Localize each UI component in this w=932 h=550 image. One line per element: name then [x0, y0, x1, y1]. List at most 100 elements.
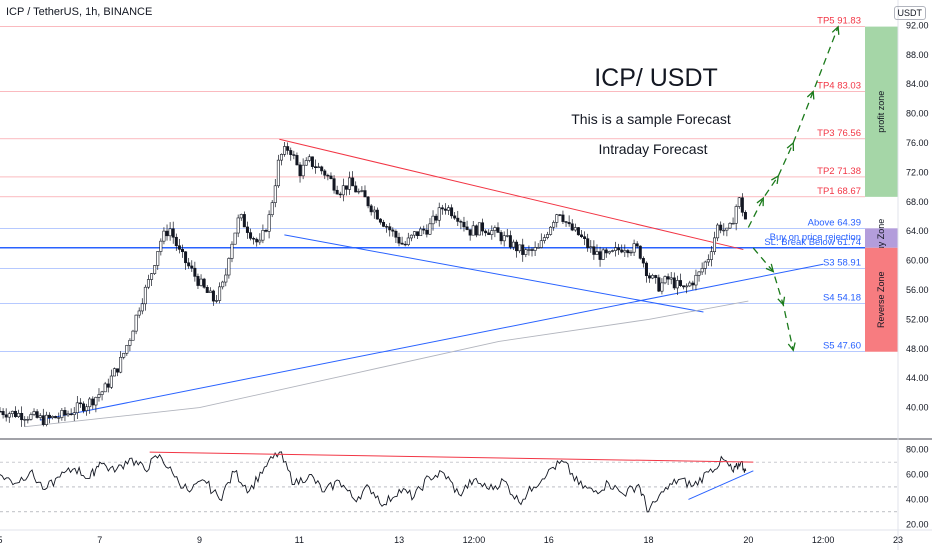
- candle: [722, 229, 726, 232]
- candle: [508, 235, 512, 248]
- candle: [515, 241, 519, 252]
- candle: [261, 230, 265, 241]
- candle: [360, 190, 364, 192]
- candle: [211, 290, 215, 302]
- candle: [406, 237, 410, 246]
- x-tick-label: 7: [97, 535, 102, 545]
- candle: [313, 166, 317, 169]
- candle: [638, 245, 642, 259]
- candle: [286, 146, 290, 151]
- trendline-resistance: [279, 138, 744, 251]
- forecast-down-arrow-head: [765, 263, 775, 273]
- candle: [264, 230, 268, 232]
- candle: [348, 177, 352, 190]
- y-tick-label: 92.00: [906, 20, 929, 30]
- candle: [388, 226, 392, 231]
- zone-label: Buy Zone: [876, 219, 886, 258]
- candle: [236, 217, 240, 234]
- candle: [595, 251, 599, 255]
- candle: [626, 250, 630, 254]
- candle: [558, 214, 562, 216]
- candle: [298, 164, 302, 177]
- chart-title: ICP/ USDT: [594, 64, 718, 92]
- candle: [592, 246, 596, 255]
- trendline-lower-channel: [284, 234, 704, 313]
- candle: [341, 185, 345, 196]
- candle: [672, 277, 676, 289]
- candle: [252, 238, 256, 240]
- candle: [623, 250, 627, 253]
- candle: [654, 275, 658, 278]
- rsi-line: [0, 451, 747, 513]
- candle: [542, 237, 546, 241]
- candle: [150, 273, 154, 280]
- candle: [82, 403, 86, 411]
- candle: [131, 330, 135, 341]
- candle: [35, 411, 39, 418]
- candle: [527, 249, 531, 251]
- candle: [171, 228, 175, 238]
- candle: [536, 247, 540, 249]
- candle: [63, 410, 67, 416]
- candle: [165, 230, 169, 237]
- candle: [317, 166, 321, 169]
- x-tick-label: 13: [394, 535, 404, 545]
- candle: [205, 287, 209, 293]
- candle: [502, 235, 506, 242]
- candle: [465, 226, 469, 230]
- candle: [289, 150, 293, 155]
- candle: [561, 214, 565, 222]
- currency-button[interactable]: USDT: [893, 6, 926, 20]
- y-tick-label: 80.00: [906, 109, 929, 119]
- candle: [511, 241, 515, 248]
- candle: [29, 414, 33, 420]
- candle: [51, 416, 55, 418]
- candle: [338, 193, 342, 196]
- candle: [422, 228, 426, 231]
- candle: [617, 247, 621, 251]
- candle: [196, 276, 200, 286]
- trendline-moving-average: [24, 300, 749, 428]
- candle: [691, 282, 695, 286]
- candle: [140, 303, 144, 312]
- candle: [116, 368, 120, 373]
- candle: [168, 228, 172, 237]
- forecast-down-arrow-head: [787, 342, 796, 352]
- candle: [47, 414, 51, 418]
- candle: [734, 206, 738, 224]
- candle: [629, 251, 633, 254]
- candle: [598, 251, 602, 260]
- price-pane[interactable]: profit zone Buy Zone Reverse Zone TP5 91.83…: [0, 16, 898, 428]
- candle: [199, 278, 203, 286]
- rsi-pane[interactable]: [0, 451, 898, 513]
- candle: [496, 227, 500, 233]
- candle: [177, 245, 181, 250]
- x-tick-label: 12:00: [463, 535, 486, 545]
- candle: [580, 234, 584, 237]
- x-tick-label: 16: [544, 535, 554, 545]
- candle: [258, 239, 262, 243]
- level-label: Above 64.39: [808, 217, 861, 228]
- y-tick-label: 48.00: [906, 344, 929, 354]
- candle: [477, 222, 481, 236]
- candle: [505, 235, 509, 237]
- candle: [533, 247, 537, 251]
- candle: [227, 258, 231, 276]
- candle: [688, 282, 692, 287]
- level-label: TP3 76.56: [817, 128, 861, 139]
- forecast-up-arrow: [747, 26, 839, 228]
- candle: [549, 226, 553, 235]
- zone-reverse-zone: [865, 247, 898, 352]
- candle: [344, 185, 348, 190]
- candle: [17, 412, 21, 417]
- candle: [416, 231, 420, 236]
- candle: [403, 243, 407, 246]
- level-label: S4 54.18: [823, 292, 861, 303]
- candle: [351, 177, 355, 187]
- candle: [369, 205, 373, 213]
- candle: [69, 413, 73, 416]
- candle: [443, 208, 447, 211]
- candle: [354, 185, 358, 193]
- candle: [137, 310, 141, 316]
